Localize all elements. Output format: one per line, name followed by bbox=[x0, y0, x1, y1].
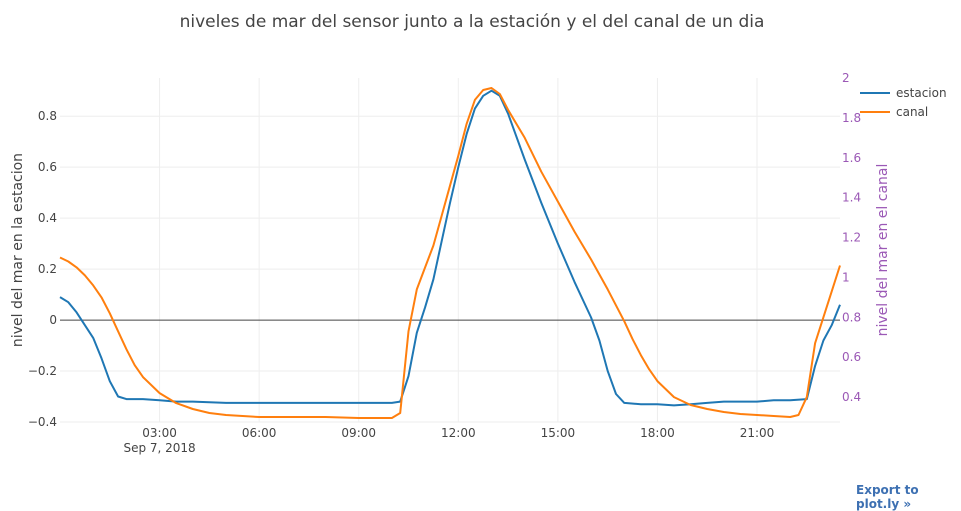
y-tick-label-right: 1.8 bbox=[842, 111, 861, 125]
y-axis-left: −0.4 −0.2 0 0.2 0.4 0.6 0.8 bbox=[28, 109, 57, 429]
export-to-plotly-link[interactable]: Export to plot.ly » bbox=[856, 483, 919, 511]
grid bbox=[60, 78, 840, 423]
legend-label: estacion bbox=[896, 86, 947, 100]
y-tick-label-right: 1.4 bbox=[842, 191, 861, 205]
x-tick-date-label: Sep 7, 2018 bbox=[123, 441, 195, 455]
y-axis-right: 0.4 0.6 0.8 1 1.2 1.4 1.6 1.8 2 bbox=[842, 71, 861, 404]
y-tick-label-left: 0.8 bbox=[38, 109, 57, 123]
x-tick-label: 03:00 bbox=[142, 426, 177, 440]
y-tick-label-right: 1.6 bbox=[842, 151, 861, 165]
chart-title: niveles de mar del sensor junto a la est… bbox=[180, 12, 765, 32]
y-tick-label-left: 0.6 bbox=[38, 160, 57, 174]
series-line-canal bbox=[59, 87, 841, 419]
legend-item-estacion[interactable]: estacion bbox=[860, 86, 947, 100]
y-tick-label-right: 0.4 bbox=[842, 390, 861, 404]
x-tick-label: 09:00 bbox=[341, 426, 376, 440]
x-tick-label: 12:00 bbox=[441, 426, 476, 440]
x-tick-label: 18:00 bbox=[640, 426, 675, 440]
y-tick-label-left: 0.2 bbox=[38, 262, 57, 276]
y-tick-label-left: −0.4 bbox=[28, 415, 57, 429]
y-tick-label-left: 0.4 bbox=[38, 211, 57, 225]
x-tick-label: 21:00 bbox=[740, 426, 775, 440]
series-lines bbox=[59, 87, 841, 419]
y-tick-label-right: 2 bbox=[842, 71, 850, 85]
legend[interactable]: estacion canal bbox=[860, 86, 947, 119]
legend-label: canal bbox=[896, 105, 928, 119]
y-tick-label-right: 0.8 bbox=[842, 310, 861, 324]
y-axis-left-title: nivel del mar en la estacion bbox=[10, 153, 26, 347]
y-tick-label-right: 1 bbox=[842, 270, 850, 284]
y-axis-right-title: nivel del mar en el canal bbox=[875, 164, 891, 337]
series-line-estacion bbox=[59, 89, 841, 407]
y-tick-label-left: −0.2 bbox=[28, 364, 57, 378]
legend-item-canal[interactable]: canal bbox=[860, 105, 928, 119]
x-tick-label: 15:00 bbox=[541, 426, 576, 440]
y-tick-label-right: 1.2 bbox=[842, 231, 861, 245]
y-tick-label-left: 0 bbox=[49, 313, 57, 327]
x-tick-label: 06:00 bbox=[242, 426, 277, 440]
y-tick-label-right: 0.6 bbox=[842, 350, 861, 364]
